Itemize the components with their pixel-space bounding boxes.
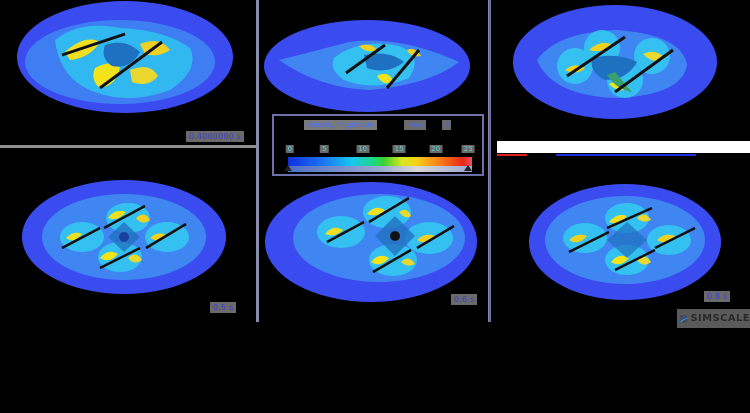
- legend-unit: (m/s): [404, 120, 427, 130]
- legend-min-handle[interactable]: [284, 165, 292, 171]
- drone-contour-plot: [265, 182, 477, 302]
- legend-tick: 5: [320, 145, 329, 153]
- legend-ticks: 0 5 10 15 20 25: [282, 145, 475, 155]
- simscale-logo: SIMSCALE: [677, 309, 750, 328]
- panel-top-left: 0.4000000 s: [0, 0, 253, 145]
- drone-contour-plot: [264, 20, 470, 112]
- panel-divider-horizontal-right: [497, 141, 750, 153]
- panel-divider-horizontal-left: [0, 145, 258, 148]
- legend-tick: 0: [285, 145, 294, 153]
- time-label: 0.8 s: [704, 291, 731, 302]
- drone-contour-plot: [22, 180, 226, 294]
- time-label: 0.6 s: [451, 294, 478, 305]
- legend-range-track: [288, 166, 472, 172]
- drone-contour-plot: [513, 5, 717, 119]
- panel-bottom-left: 0.5 s: [0, 160, 253, 320]
- accent-strip-red: [497, 154, 527, 156]
- panel-bottom-center: 0.6 s: [259, 176, 484, 320]
- drone-contour-plot: [17, 1, 233, 113]
- bottom-blank-area: [0, 330, 750, 413]
- legend-colorbar: [288, 157, 472, 166]
- legend-tick: 25: [461, 145, 475, 153]
- simscale-logo-icon: [680, 314, 688, 323]
- legend-tick: 20: [429, 145, 443, 153]
- panel-divider-vertical-left: [256, 0, 259, 322]
- panel-top-center: [259, 0, 484, 114]
- legend-title: Velocity Magnitude: [304, 120, 377, 130]
- panel-divider-vertical-right: [488, 0, 491, 322]
- legend-tick: 10: [356, 145, 370, 153]
- panel-bottom-right: 0.8 s: [497, 160, 750, 308]
- legend-extra: U: [442, 120, 452, 130]
- panel-top-right: [497, 0, 750, 140]
- accent-strip-blue: [556, 154, 696, 156]
- time-label: 0.5 s: [210, 302, 237, 313]
- color-legend: Velocity Magnitude (m/s) U 0 5 10 15 20 …: [272, 114, 484, 176]
- time-label: 0.4000000 s: [186, 131, 245, 142]
- logo-text: SIMSCALE: [690, 313, 750, 324]
- drone-contour-plot: [529, 184, 721, 300]
- legend-tick: 15: [392, 145, 406, 153]
- legend-max-handle[interactable]: [464, 165, 472, 171]
